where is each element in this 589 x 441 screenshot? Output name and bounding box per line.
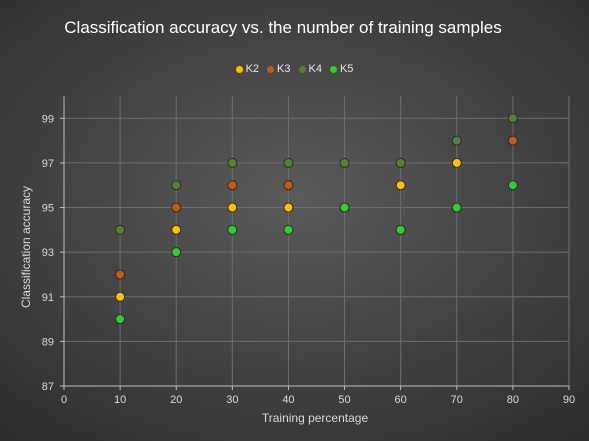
data-point-k2 — [227, 202, 238, 213]
data-point-k4 — [115, 224, 126, 235]
x-tick-label: 70 — [451, 394, 463, 406]
legend-marker — [235, 65, 243, 73]
data-point-k4 — [227, 157, 238, 168]
y-tick-label: 87 — [42, 381, 54, 393]
data-point-k2 — [395, 180, 406, 191]
data-point-k3 — [283, 180, 294, 191]
y-tick-label: 95 — [42, 203, 54, 215]
y-tick-label: 99 — [42, 113, 54, 125]
legend-marker — [298, 65, 306, 73]
data-point-k5 — [339, 202, 350, 213]
legend-label: K5 — [339, 63, 354, 75]
data-point-k3 — [115, 269, 126, 280]
legend-item-k3: K3 — [267, 63, 291, 75]
data-point-k4 — [339, 157, 350, 168]
legend: K2 K3 K4 K5 — [0, 63, 589, 75]
x-tick-label: 10 — [114, 394, 126, 406]
x-tick-label: 50 — [338, 394, 350, 406]
x-tick-label: 90 — [563, 394, 575, 406]
x-tick-label: 40 — [282, 394, 294, 406]
x-tick-label: 60 — [395, 394, 407, 406]
data-point-k5 — [227, 224, 238, 235]
data-point-k4 — [507, 113, 518, 124]
data-point-k5 — [507, 180, 518, 191]
x-axis-label: Training percentage — [261, 411, 369, 425]
x-tick-label: 80 — [507, 394, 519, 406]
data-point-k5 — [395, 224, 406, 235]
data-point-k3 — [171, 202, 182, 213]
data-point-k2 — [283, 202, 294, 213]
data-point-k5 — [115, 314, 126, 325]
data-point-k5 — [171, 247, 182, 258]
y-tick-label: 89 — [42, 336, 54, 348]
x-tick-label: 0 — [61, 394, 67, 406]
legend-item-k4: K4 — [298, 63, 322, 75]
data-point-k4 — [171, 180, 182, 191]
data-point-k3 — [507, 135, 518, 146]
y-tick-label: 91 — [42, 292, 54, 304]
data-point-k3 — [227, 180, 238, 191]
data-point-k5 — [283, 224, 294, 235]
data-point-k5 — [451, 202, 462, 213]
legend-label: K2 — [245, 63, 260, 75]
legend-label: K3 — [277, 63, 291, 75]
data-point-k4 — [283, 157, 294, 168]
legend-marker — [329, 65, 337, 73]
y-tick-label: 97 — [42, 158, 54, 170]
data-point-k4 — [451, 135, 462, 146]
legend-item-k2: K2 — [235, 63, 260, 75]
data-point-k2 — [171, 224, 182, 235]
chart-title: Classification accuracy vs. the number o… — [64, 18, 502, 37]
legend-marker — [267, 65, 275, 73]
data-point-k2 — [451, 157, 462, 168]
legend-item-k5: K5 — [329, 63, 354, 75]
y-tick-label: 93 — [42, 247, 54, 259]
data-point-k2 — [115, 291, 126, 302]
data-point-k4 — [395, 157, 406, 168]
x-tick-label: 30 — [226, 394, 238, 406]
x-tick-label: 20 — [170, 394, 182, 406]
legend-label: K4 — [308, 63, 322, 75]
